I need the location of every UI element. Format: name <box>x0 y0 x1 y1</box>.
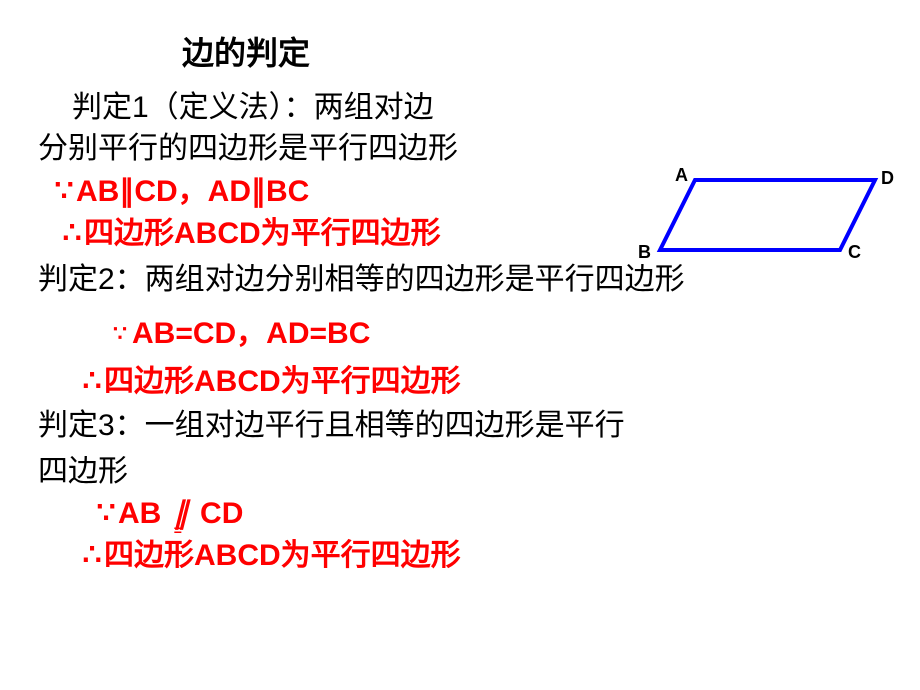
theorem3-cond-left: AB <box>118 497 161 530</box>
therefore-symbol: ∴ <box>60 213 84 255</box>
theorem3-line1: 判定3：一组对边平行且相等的四边形是平行 <box>38 405 890 447</box>
theorem2-condition: ∵AB=CD，AD=BC <box>108 313 890 355</box>
section-title: 边的判定 <box>182 28 890 74</box>
theorem3-result: ∴四边形ABCD为平行四边形 <box>80 535 890 577</box>
therefore-symbol: ∴ <box>80 361 104 403</box>
theorem1-result-text: 四边形ABCD为平行四边形 <box>84 217 441 250</box>
because-symbol: ∵ <box>94 493 118 535</box>
theorem3-result-text: 四边形ABCD为平行四边形 <box>104 539 461 572</box>
parallelogram-diagram: A B C D <box>640 160 900 280</box>
vertex-label-c: C <box>848 242 861 263</box>
theorem3-cond-right: CD <box>200 497 243 530</box>
theorem3-condition: ∵AB ∥ = CD <box>94 493 890 535</box>
parallel-equal-symbol: ∥ = <box>170 493 192 535</box>
theorem1-line1: 判定1（定义法）：两组对边 <box>72 88 890 129</box>
theorem2-cond-text: AB=CD，AD=BC <box>132 317 370 350</box>
because-symbol: ∵ <box>108 319 132 350</box>
theorem3-line2: 四边形 <box>38 451 890 493</box>
theorem1-cond-text: AB∥CD，AD∥BC <box>76 175 309 208</box>
theorem2-result-text: 四边形ABCD为平行四边形 <box>104 365 461 398</box>
vertex-label-d: D <box>881 168 894 189</box>
therefore-symbol: ∴ <box>80 535 104 577</box>
slide-content: 边的判定 判定1（定义法）：两组对边 分别平行的四边形是平行四边形 ∵AB∥CD… <box>0 0 920 577</box>
vertex-label-a: A <box>675 165 688 186</box>
equal-icon: = <box>174 521 182 541</box>
theorem1-line2: 分别平行的四边形是平行四边形 <box>38 129 660 170</box>
because-symbol: ∵ <box>52 171 76 213</box>
vertex-label-b: B <box>638 242 651 263</box>
theorem2-result: ∴四边形ABCD为平行四边形 <box>80 361 890 403</box>
